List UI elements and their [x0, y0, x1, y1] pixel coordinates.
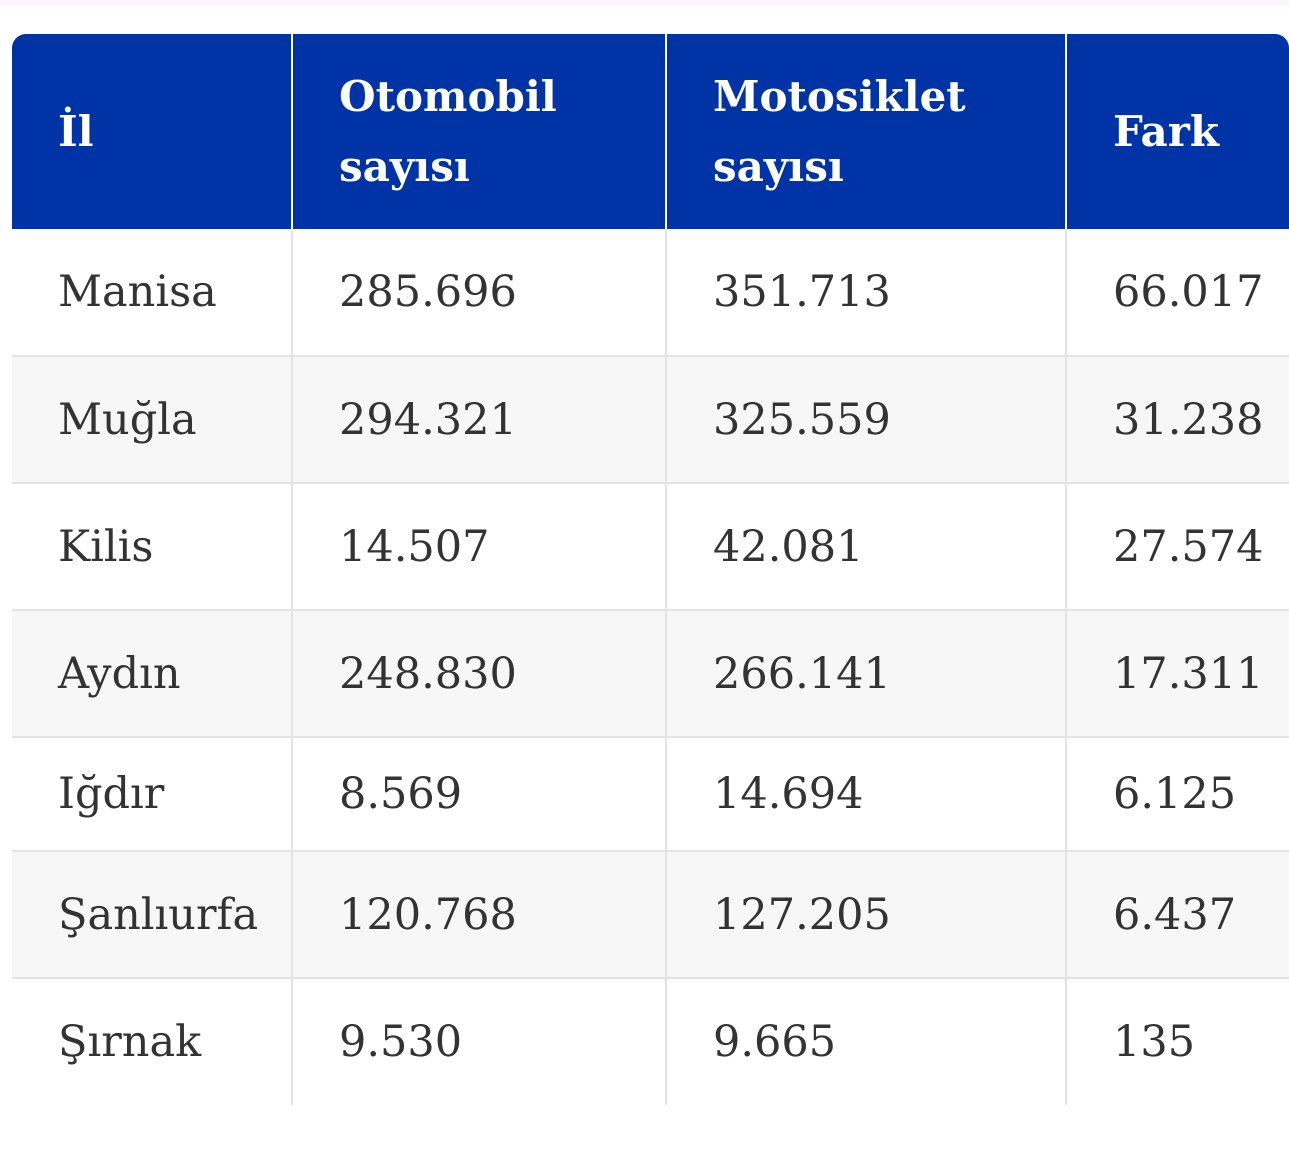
header-fark: Fark: [1065, 34, 1289, 229]
cell-otomobil: 285.696: [291, 229, 666, 357]
cell-motosiklet: 42.081: [665, 483, 1066, 611]
cell-fark: 66.017: [1065, 229, 1289, 357]
table-body: Manisa 285.696 351.713 66.017 Muğla 294.…: [12, 229, 1289, 1105]
table-row: Şırnak 9.530 9.665 135: [12, 978, 1289, 1105]
cell-fark: 17.311: [1065, 610, 1289, 738]
cell-otomobil: 120.768: [291, 851, 666, 979]
table-row: Manisa 285.696 351.713 66.017: [12, 229, 1289, 357]
header-motosiklet-line2: sayısı: [713, 141, 844, 191]
table-row: Şanlıurfa 120.768 127.205 6.437: [12, 851, 1289, 979]
cell-motosiklet: 14.694: [665, 737, 1066, 852]
top-strip: [0, 0, 1289, 6]
cell-il: Aydın: [12, 610, 292, 738]
cell-motosiklet: 325.559: [665, 356, 1066, 484]
cell-fark: 135: [1065, 978, 1289, 1105]
cell-il: Muğla: [12, 356, 292, 484]
cell-motosiklet: 9.665: [665, 978, 1066, 1105]
cell-motosiklet: 351.713: [665, 229, 1066, 357]
cell-otomobil: 8.569: [291, 737, 666, 852]
cell-motosiklet: 127.205: [665, 851, 1066, 979]
cell-il: Şırnak: [12, 978, 292, 1105]
table-row: Iğdır 8.569 14.694 6.125: [12, 737, 1289, 852]
header-row: İl Otomobil sayısı Motosiklet sayısı Fark: [12, 34, 1289, 229]
cell-fark: 31.238: [1065, 356, 1289, 484]
cell-otomobil: 248.830: [291, 610, 666, 738]
header-otomobil-line1: Otomobil: [339, 71, 557, 121]
header-motosiklet-line1: Motosiklet: [713, 71, 966, 121]
cell-otomobil: 294.321: [291, 356, 666, 484]
header-il: İl: [12, 34, 292, 229]
header-otomobil-line2: sayısı: [339, 141, 470, 191]
cell-fark: 6.125: [1065, 737, 1289, 852]
table-header: İl Otomobil sayısı Motosiklet sayısı Fark: [12, 34, 1289, 229]
cell-il: Iğdır: [12, 737, 292, 852]
header-fark-label: Fark: [1113, 106, 1219, 156]
cell-motosiklet: 266.141: [665, 610, 1066, 738]
header-il-label: İl: [58, 106, 94, 156]
cell-il: Kilis: [12, 483, 292, 611]
vehicle-table-container: İl Otomobil sayısı Motosiklet sayısı Fark …: [12, 34, 1289, 1105]
cell-fark: 27.574: [1065, 483, 1289, 611]
cell-il: Manisa: [12, 229, 292, 357]
table-row: Kilis 14.507 42.081 27.574: [12, 483, 1289, 611]
header-otomobil: Otomobil sayısı: [291, 34, 666, 229]
table-row: Muğla 294.321 325.559 31.238: [12, 356, 1289, 484]
table-row: Aydın 248.830 266.141 17.311: [12, 610, 1289, 738]
vehicle-count-table: İl Otomobil sayısı Motosiklet sayısı Fark …: [12, 34, 1289, 1105]
cell-fark: 6.437: [1065, 851, 1289, 979]
cell-otomobil: 14.507: [291, 483, 666, 611]
cell-otomobil: 9.530: [291, 978, 666, 1105]
header-motosiklet: Motosiklet sayısı: [665, 34, 1066, 229]
cell-il: Şanlıurfa: [12, 851, 292, 979]
